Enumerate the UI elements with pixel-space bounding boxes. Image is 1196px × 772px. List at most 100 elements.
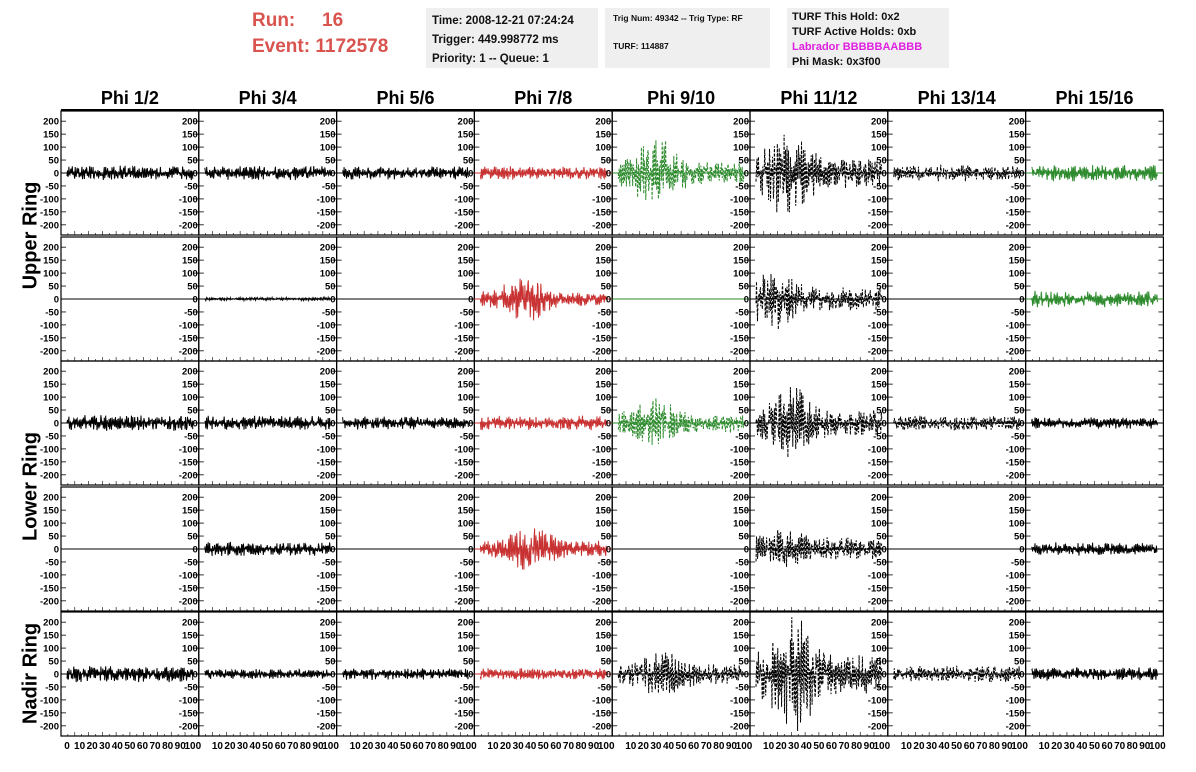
y-tick-label: 100 [871,519,887,530]
y-tick-label: 100 [43,269,59,280]
y-tick-label: -100 [454,320,473,331]
phi-mask-text: Phi Mask: 0x3f00 [792,56,881,68]
y-tick-label: 200 [43,618,59,629]
x-tick-label: 80 [300,741,312,752]
y-tick-label: 0 [468,545,473,556]
labrador-text: Labrador BBBBBAABBB [792,41,923,53]
x-tick-label: 50 [1089,741,1101,752]
waveform-trace [204,415,331,430]
waveform-trace [479,415,607,431]
y-tick-label: 200 [43,493,59,504]
priority-text: Priority: 1 -- Queue: 1 [432,53,549,65]
run-value: 16 [322,10,344,31]
y-tick-label: 150 [871,506,887,517]
y-tick-label: 50 [601,532,612,543]
y-tick-label: 0 [606,670,611,681]
y-tick-label: 100 [1009,269,1025,280]
y-tick-label: 150 [182,256,198,267]
waveform-trace [479,668,607,681]
x-tick-label: 20 [776,741,788,752]
y-tick-label: 100 [43,519,59,530]
waveform-trace [1031,667,1158,681]
x-tick-label: 80 [438,741,450,752]
waveform-trace [479,528,607,570]
y-tick-label: 150 [458,506,474,517]
x-tick-label: 90 [175,741,187,752]
y-tick-label: 0 [193,545,198,556]
y-tick-label: 100 [733,519,749,530]
y-tick-label: 200 [182,618,198,629]
y-tick-label: 50 [1014,156,1025,167]
y-tick-label: 150 [595,631,611,642]
y-tick-label: -200 [868,470,887,481]
y-tick-label: 200 [182,367,198,378]
y-tick-label: 50 [601,657,612,668]
y-tick-label: -200 [179,470,198,481]
y-tick-label: 200 [733,618,749,629]
y-tick-label: 150 [182,380,198,391]
waveform-trace [479,166,607,181]
y-tick-label: -150 [317,333,336,344]
y-tick-label: -200 [730,470,749,481]
turf-hold-text: TURF This Hold: 0x2 [792,11,900,23]
y-tick-label: 150 [733,506,749,517]
x-tick-label: 100 [598,741,615,752]
y-tick-label: 0 [882,545,887,556]
y-tick-label: -100 [1006,194,1025,205]
waveform-trace [204,541,332,557]
y-tick-label: -100 [317,695,336,706]
y-tick-label: 0 [468,419,473,430]
y-tick-label: -100 [592,444,611,455]
y-tick-label: 200 [320,117,336,128]
y-tick-label: 50 [325,156,336,167]
y-tick-label: -100 [40,194,59,205]
y-tick-label: 50 [601,282,612,293]
y-tick-label: -100 [40,695,59,706]
y-tick-label: -100 [868,194,887,205]
y-tick-label: -200 [40,470,59,481]
y-tick-label: -200 [317,721,336,732]
x-tick-label: 90 [864,741,876,752]
y-tick-label: 100 [595,269,611,280]
y-tick-label: -50 [597,431,611,442]
x-tick-label: 30 [788,741,800,752]
x-tick-label: 60 [1102,741,1114,752]
y-tick-label: -150 [40,708,59,719]
y-tick-label: -100 [730,320,749,331]
x-tick-label: 10 [763,741,775,752]
y-tick-label: 0 [193,169,198,180]
y-tick-label: -50 [45,557,59,568]
y-tick-label: -200 [730,220,749,231]
y-tick-label: 150 [43,631,59,642]
y-tick-label: -100 [454,695,473,706]
y-tick-label: 200 [871,367,887,378]
x-tick-label: 40 [801,741,813,752]
y-tick-label: 50 [738,406,749,417]
x-tick-label: 10 [212,741,224,752]
y-tick-label: 200 [43,117,59,128]
y-tick-label: 200 [182,493,198,504]
y-tick-label: -50 [735,682,749,693]
y-tick-label: -200 [730,596,749,607]
y-tick-label: 50 [738,657,749,668]
y-tick-label: 100 [733,644,749,655]
y-tick-label: -200 [868,596,887,607]
y-tick-label: 50 [325,657,336,668]
y-tick-label: 0 [330,670,335,681]
y-tick-label: -50 [322,307,336,318]
y-tick-label: 200 [458,117,474,128]
y-tick-label: 0 [744,295,749,306]
